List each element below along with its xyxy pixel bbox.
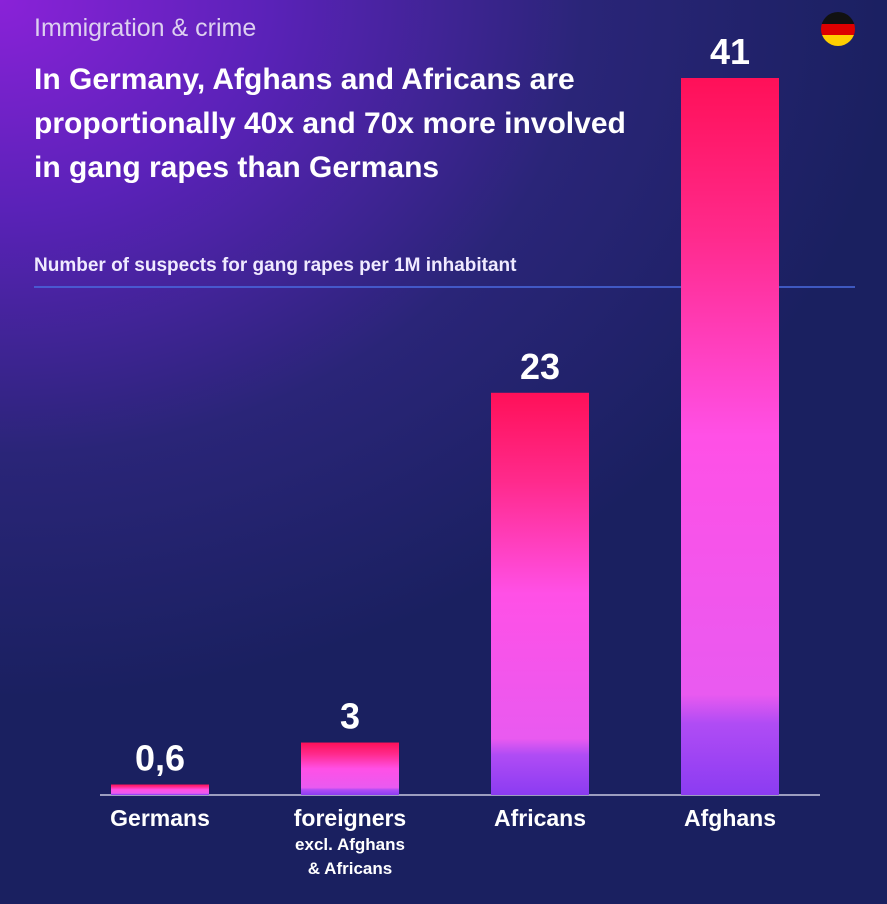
- bar: [491, 392, 589, 795]
- category-label: Afghans: [684, 805, 776, 831]
- flag-icon: [821, 12, 855, 46]
- bar: [111, 784, 209, 795]
- bar: [301, 742, 399, 795]
- kicker: Immigration & crime: [34, 14, 257, 42]
- value-label: 23: [520, 346, 560, 387]
- category-label: Africans: [493, 805, 587, 831]
- value-label: 41: [710, 31, 750, 72]
- chart-title: In Germany, Afghans and Africans are pro…: [34, 63, 626, 184]
- bar: [681, 78, 779, 795]
- value-label: 0,6: [135, 738, 185, 779]
- category-label: Germans: [110, 805, 210, 831]
- value-label: 3: [340, 696, 360, 737]
- category-label: foreigners excl. Afghans & Africans: [293, 805, 407, 878]
- chart-subtitle: Number of suspects for gang rapes per 1M…: [34, 255, 517, 276]
